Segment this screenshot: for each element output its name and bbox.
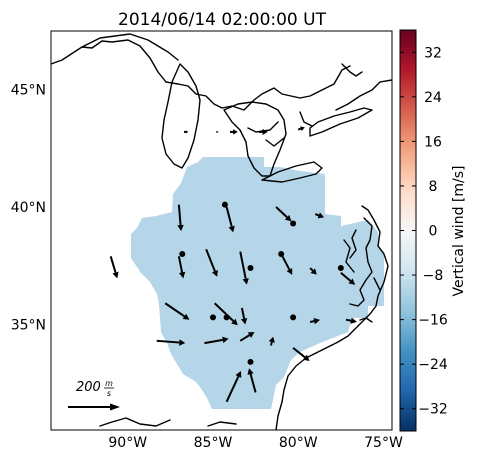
colorbar-tick-label: −24 [418, 357, 448, 373]
vertical-wind-field [131, 157, 384, 409]
colorbar-tick-label: −8 [423, 268, 444, 284]
radar-station-marker [290, 314, 297, 321]
radar-station-marker [247, 265, 254, 272]
wind-vectors [109, 126, 357, 403]
wind-vector-arrow [292, 347, 310, 362]
wind-vector-arrow [225, 371, 242, 403]
reference-arrow-unit-denominator: s [107, 389, 111, 398]
latitude-axis: 45°N 40°N 35°N [11, 83, 46, 334]
wind-vector-arrow [213, 302, 238, 326]
radar-station-marker [179, 250, 186, 257]
wind-vector-arrow [259, 128, 268, 136]
wind-vector-arrow [177, 204, 184, 232]
wind-vector-arrow [345, 317, 357, 324]
colorbar-tick-label: 32 [424, 45, 442, 61]
wind-vector-arrow [109, 256, 119, 279]
colorbar-tick-label: 0 [429, 224, 438, 240]
wind-vector-arrow [177, 256, 186, 279]
map-area: 200 m s [51, 33, 392, 430]
map-frame [50, 30, 393, 431]
wind-vector-arrow [239, 251, 249, 285]
colorbar-tick-label: 24 [424, 90, 442, 106]
map-title: 2014/06/14 02:00:00 UT [118, 10, 327, 30]
colorbar-tick-label: 16 [424, 134, 442, 150]
reference-arrow-unit-numerator: m [105, 379, 113, 388]
wind-vector-arrow [309, 318, 321, 325]
reference-arrow-speed: 200 [76, 380, 101, 395]
longitude-axis: 90°W 85°W 80°W 75°W [108, 435, 403, 451]
wind-vector-arrow [156, 339, 186, 346]
wind-vector-arrow [309, 267, 317, 275]
wind-vector-arrow [314, 212, 325, 219]
latitude-tick: 45°N [11, 83, 46, 99]
wind-vector-arrow [275, 206, 292, 222]
longitude-tick: 90°W [108, 435, 147, 451]
radar-station-marker [209, 314, 216, 321]
wind-vector-arrow [247, 368, 257, 393]
reference-arrow: 200 m s [68, 379, 120, 411]
wind-vector-arrow [225, 206, 235, 233]
wind-vector-arrow [230, 129, 238, 135]
coastlines [51, 33, 392, 430]
latitude-tick: 40°N [11, 200, 46, 216]
colorbar-tick-label: −32 [418, 402, 448, 418]
wind-vector-arrow [268, 336, 275, 346]
wind-vector-arrow [239, 332, 255, 342]
radar-station-marker [221, 201, 228, 208]
wind-vector-arrow [183, 130, 189, 134]
colorbar-tick-label: 8 [429, 179, 438, 195]
latitude-tick: 35°N [11, 317, 46, 333]
wind-vector-arrow [297, 126, 305, 132]
wind-vector-arrow [204, 336, 229, 345]
wind-vector-arrow [216, 130, 219, 133]
colorbar: 32 24 16 8 0 −8 −16 −24 −32 Vertical wind [m/s] [399, 29, 467, 432]
radar-stations [179, 201, 344, 365]
wind-vector-arrow [280, 253, 293, 275]
radar-station-marker [290, 220, 297, 227]
radar-station-marker [337, 265, 344, 272]
longitude-tick: 85°W [194, 435, 233, 451]
longitude-tick: 75°W [364, 435, 403, 451]
wind-vector-arrow [240, 307, 248, 325]
colorbar-tick-label: −16 [418, 313, 448, 329]
longitude-tick: 80°W [279, 435, 318, 451]
wind-vector-arrow [205, 248, 218, 277]
wind-vector-arrow [164, 302, 190, 320]
colorbar-label: Vertical wind [m/s] [451, 166, 467, 297]
radar-station-marker [247, 358, 254, 365]
wind-vector-arrow [340, 271, 356, 285]
